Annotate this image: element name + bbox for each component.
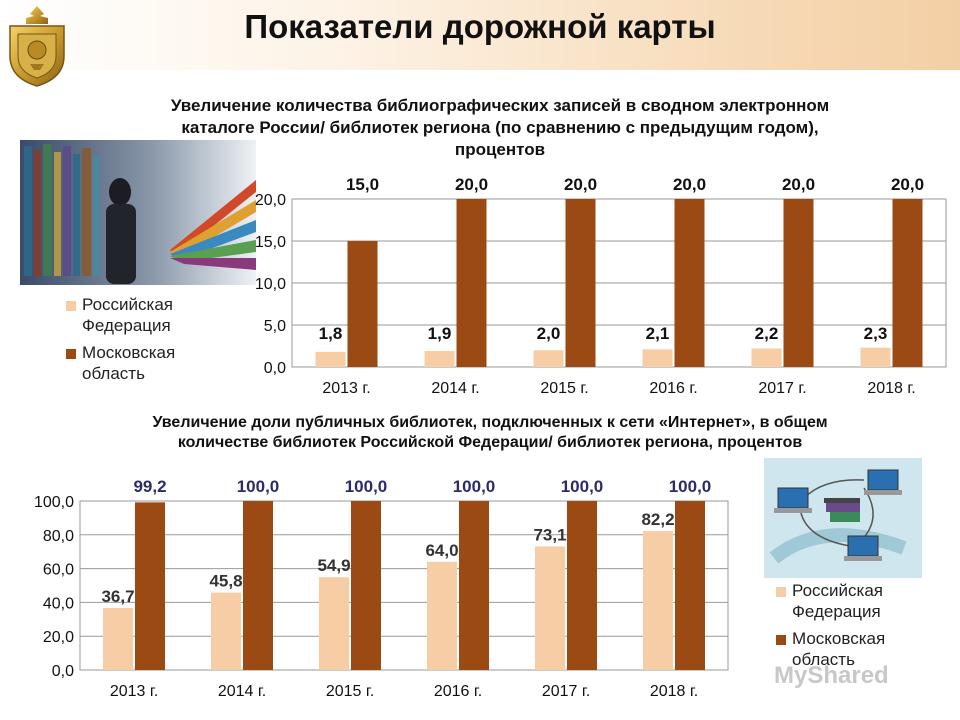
chart1-data-label-mo: 20,0 [673,175,706,194]
chart2-x-tick-label: 2016 г. [434,683,482,700]
legend2-item-rf: Российская Федерация [776,580,926,622]
chart1-bar-mo [674,199,705,367]
chart1-data-label-mo: 20,0 [564,175,597,194]
legend-item-mo: Московская область [66,342,216,384]
chart1-bar-mo [347,241,378,367]
chart2-data-label-rf: 36,7 [101,587,134,606]
chart2-y-tick-label: 0,0 [52,663,74,680]
chart1-data-label-rf: 1,8 [319,324,343,343]
chart1-plot: 0,0 5,0 10,0 15,0 20,0 2013 г. 1,8 15,0 2014 г. 1… [255,175,947,397]
chart1-data-label-rf: 2,3 [864,324,888,343]
chart2-y-tick-label: 100,0 [34,494,74,511]
chart1-bar-mo [456,199,487,367]
chart2-data-label-rf: 64,0 [425,541,458,560]
chart2-bar-mo [675,501,705,670]
chart2-legend: Российская Федерация Московская область [776,580,926,676]
chart1-bar-rf [642,349,673,367]
chart1-bar-rf [860,347,891,367]
chart2-data-label-mo: 100,0 [237,477,280,496]
chart2-x-tick-label: 2018 г. [650,683,698,700]
chart2-bar-mo [135,502,165,670]
chart2-plot-frame [79,500,729,671]
chart1-x-tick-label: 2017 г. [758,380,806,397]
chart2-bar-rf [211,592,241,670]
chart2-title: Увеличение доли публичных библиотек, под… [152,414,828,451]
chart1-x-tick-label: 2018 г. [867,380,915,397]
chart2-data-label-mo: 99,2 [133,477,166,496]
legend-label-rf: Российская Федерация [82,295,174,335]
chart1-data-label-mo: 20,0 [891,175,924,194]
library-photo [20,140,256,285]
chart1-bar-rf [424,351,455,367]
chart1-data-label-mo: 20,0 [782,175,815,194]
chart2-y-tick-label: 60,0 [43,562,74,579]
chart1-data-label-mo: 15,0 [346,175,379,194]
chart2-data-label-mo: 100,0 [669,477,712,496]
chart1-title: Увеличение количества библиографических … [170,96,830,159]
chart1-x-tick-label: 2016 г. [649,380,697,397]
chart1-x-tick-label: 2013 г. [322,380,370,397]
chart1-y-tick-label: 0,0 [264,360,286,377]
chart2-bar-mo [351,501,381,670]
chart2-y-tick-label: 20,0 [43,629,74,646]
chart2-data-label-mo: 100,0 [345,477,388,496]
chart2-x-tick-label: 2014 г. [218,683,266,700]
chart1-data-label-rf: 1,9 [428,324,452,343]
chart2-y-tick-label: 80,0 [43,528,74,545]
chart2-bar-mo [459,501,489,670]
coat-of-arms-icon [9,6,65,87]
legend-label-mo: Московская область [82,343,176,383]
legend-item-rf: Российская Федерация [66,294,216,336]
chart2-data-label-rf: 82,2 [641,510,674,529]
chart2-bar-rf [427,561,457,670]
chart1-y-tick-label: 10,0 [255,276,286,293]
chart1-x-tick-label: 2015 г. [540,380,588,397]
chart1-data-label-rf: 2,0 [537,324,561,343]
chart1-y-tick-label: 5,0 [264,318,286,335]
chart1-y-tick-label: 15,0 [255,234,286,251]
chart1-bar-rf [533,350,564,367]
chart1-bar-mo [892,199,923,367]
legend-swatch-rf [66,301,76,311]
chart2-x-tick-label: 2015 г. [326,683,374,700]
legend2-swatch-mo [776,635,786,645]
chart2-plot: 0,0 20,0 40,0 60,0 80,0 100,0 2013 г. 36,7 99,2 2… [34,477,729,700]
chart2-data-label-rf: 54,9 [317,556,350,575]
page-title: Показатели дорожной карты [244,8,716,45]
chart2-data-label-mo: 100,0 [561,477,604,496]
chart1-bar-rf [315,351,346,367]
chart2-x-tick-label: 2017 г. [542,683,590,700]
network-illustration [764,458,922,578]
legend2-label-mo: Московская область [792,629,886,669]
chart2-y-tick-label: 40,0 [43,595,74,612]
watermark: MyShared [774,662,889,689]
header-band [0,0,960,70]
chart2-x-tick-label: 2013 г. [110,683,158,700]
chart2-bar-rf [103,607,133,670]
chart2-data-label-rf: 45,8 [209,572,242,591]
chart2-bar-mo [567,501,597,670]
chart1-data-label-rf: 2,2 [755,324,779,343]
legend2-label-rf: Российская Федерация [792,581,884,621]
chart2-bar-rf [319,577,349,670]
chart2-data-label-mo: 100,0 [453,477,496,496]
chart1-data-label-mo: 20,0 [455,175,488,194]
chart1-y-tick-label: 20,0 [255,192,286,209]
chart2-bar-rf [535,546,565,670]
chart2-bar-mo [243,501,273,670]
chart1-data-label-rf: 2,1 [646,324,670,343]
legend2-swatch-rf [776,587,786,597]
chart1-bar-mo [565,199,596,367]
chart2-data-label-rf: 73,1 [533,525,566,544]
chart1-bar-rf [751,348,782,367]
legend-swatch-mo [66,349,76,359]
legend2-item-mo: Московская область [776,628,926,670]
chart1-legend: Российская Федерация Московская область [66,294,216,390]
chart1-bar-mo [783,199,814,367]
chart2-bar-rf [643,531,673,670]
chart1-x-tick-label: 2014 г. [431,380,479,397]
